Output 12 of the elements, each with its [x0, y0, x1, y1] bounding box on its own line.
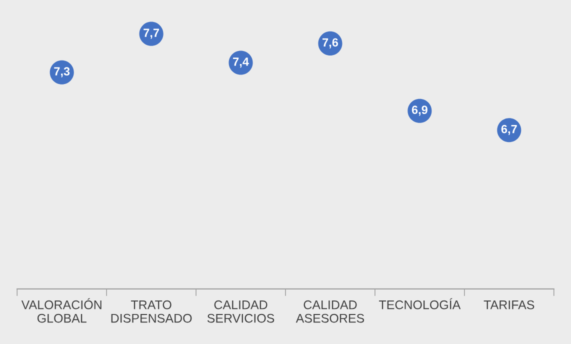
x-tick-label: TECNOLOGÍA [378, 298, 461, 310]
data-label: 7,7 [144, 28, 159, 39]
data-label: 7,6 [322, 38, 338, 48]
data-label: 7,4 [233, 58, 249, 68]
data-label: 6,7 [501, 124, 517, 135]
data-label: 6,9 [412, 106, 428, 116]
data-label: 7,3 [54, 67, 70, 78]
x-tick-label: VALORACIÓN GLOBAL [21, 298, 102, 323]
x-tick-label: CALIDAD ASESORES [296, 300, 364, 323]
x-tick-label: TRATO DISPENSADO [111, 300, 192, 323]
x-tick-label: CALIDAD SERVICIOS [207, 300, 274, 323]
x-tick-label: TARIFAS [484, 300, 534, 310]
